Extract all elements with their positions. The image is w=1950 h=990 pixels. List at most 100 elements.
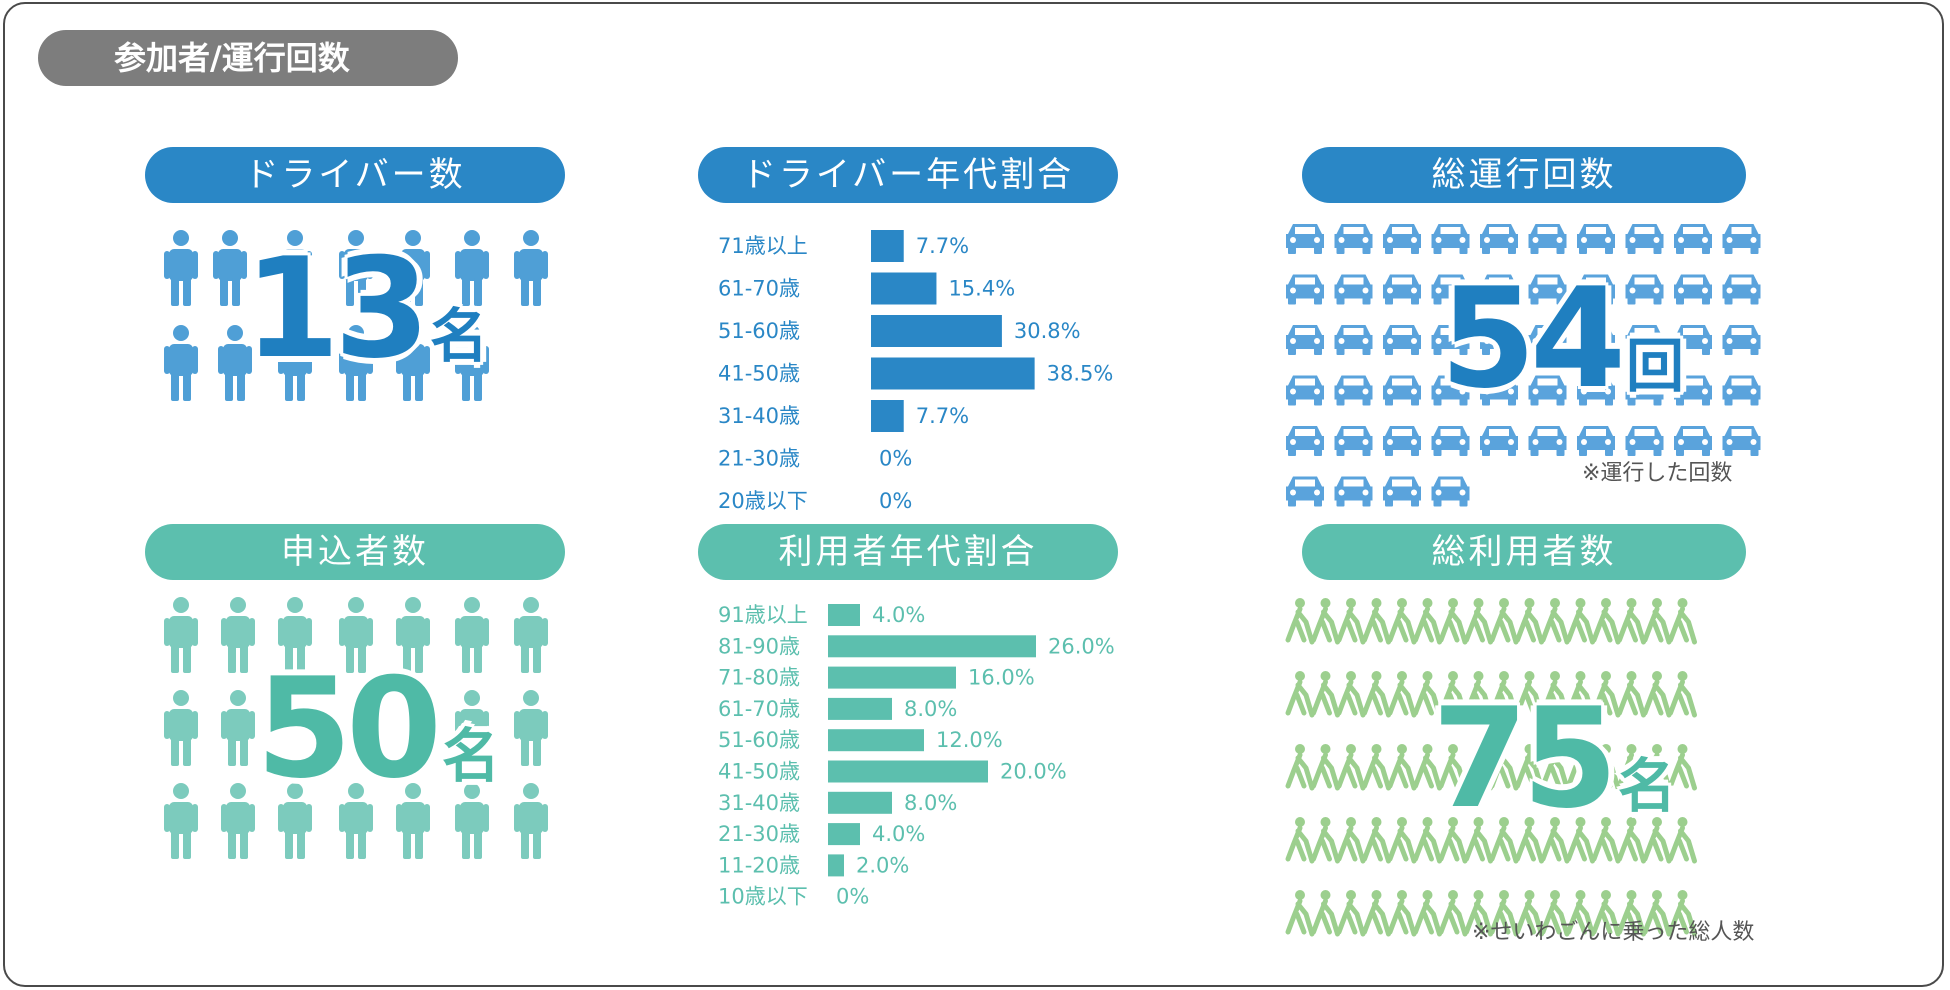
bar [828, 760, 988, 783]
person-icon [339, 325, 373, 401]
car-icon [1431, 274, 1470, 305]
pedestrian-icon [1336, 744, 1366, 791]
category-label: 41-50歳 [718, 362, 800, 386]
pedestrian-icon [1540, 744, 1570, 791]
car-icon [1577, 426, 1615, 456]
pedestrian-icon [1642, 671, 1672, 718]
value-label: 0% [879, 447, 912, 471]
car-icon [1625, 274, 1664, 305]
pedestrian-icon [1515, 744, 1544, 791]
applicants-number: 50 [256, 648, 442, 809]
car-icon [1674, 426, 1712, 456]
car-icon [1383, 274, 1421, 305]
person-icon [455, 783, 489, 859]
person-icon [278, 230, 312, 306]
pedestrian-icon [1362, 890, 1391, 937]
category-label: 21-30歳 [718, 447, 800, 471]
pedestrian-icon [1566, 817, 1595, 864]
drivers-count: 13 名 [244, 240, 488, 378]
car-icon [1528, 325, 1567, 355]
category-label: 11-20歳 [718, 853, 800, 877]
person-icon [455, 597, 489, 673]
user-age-title: 利用者年代割合 [698, 524, 1118, 580]
pedestrian-icon [1617, 817, 1646, 864]
person-icon [278, 783, 312, 859]
car-icon [1528, 224, 1567, 254]
pedestrian-icon [1668, 890, 1697, 937]
users-number: 75 [1432, 678, 1618, 839]
car-icon [1722, 224, 1761, 254]
pedestrian-icon [1668, 817, 1697, 864]
pedestrian-icon [1566, 890, 1595, 937]
car-icon [1577, 325, 1615, 355]
bar [871, 357, 1035, 390]
person-icon [278, 597, 312, 673]
pedestrian-icon [1566, 671, 1595, 718]
car-icon [1334, 375, 1373, 406]
bar [828, 729, 924, 752]
total-runs-title: 総運行回数 [1302, 147, 1746, 203]
bar [828, 854, 844, 877]
car-icon [1431, 375, 1470, 406]
total-users-title: 総利用者数 [1302, 524, 1746, 580]
car-icon [1431, 224, 1470, 254]
pedestrian-icon [1285, 890, 1315, 937]
category-label: 10歳以下 [718, 885, 808, 909]
pedestrian-icon [1387, 890, 1417, 937]
pedestrian-icon [1336, 890, 1366, 937]
value-label: 2.0% [856, 853, 909, 877]
category-label: 71-80歳 [718, 666, 800, 690]
pedestrian-icon [1362, 744, 1391, 791]
runs-unit: 回 [1626, 332, 1685, 400]
pedestrian-icon [1413, 744, 1442, 791]
applicants-count: 50 名 [256, 660, 500, 798]
car-icon [1480, 224, 1518, 254]
pedestrian-icon [1413, 890, 1442, 937]
value-label: 8.0% [904, 791, 957, 815]
person-icon [455, 325, 489, 401]
pedestrian-icon [1464, 671, 1493, 718]
pedestrian-icon [1668, 744, 1697, 791]
bar [828, 635, 1036, 658]
category-label: 21-30歳 [718, 822, 800, 846]
bar [871, 230, 904, 262]
car-icon [1577, 375, 1615, 406]
car-icon [1334, 426, 1373, 456]
bar [871, 400, 904, 432]
pedestrian-icon [1515, 890, 1544, 937]
car-icon [1286, 476, 1324, 507]
pedestrian-icon [1515, 671, 1544, 718]
car-icon [1286, 426, 1324, 456]
pedestrian-icon [1285, 817, 1315, 864]
value-label: 0% [836, 885, 869, 909]
pedestrian-icon [1311, 890, 1340, 937]
person-icon [396, 597, 430, 673]
pedestrian-icon [1387, 744, 1417, 791]
pedestrian-icon [1285, 744, 1315, 791]
car-icon [1528, 274, 1567, 305]
runs-note: ※運行した回数 [1582, 461, 1733, 486]
pedestrian-icon [1387, 671, 1417, 718]
car-icon [1334, 476, 1373, 507]
pedestrian-icon [1591, 744, 1621, 791]
person-icon [455, 230, 489, 306]
pedestrian-icon [1591, 598, 1621, 645]
car-icon [1286, 224, 1324, 254]
pedestrian-icon [1438, 890, 1468, 937]
person-icon [218, 325, 252, 401]
category-label: 91歳以上 [718, 603, 808, 627]
category-label: 51-60歳 [718, 319, 800, 343]
value-label: 4.0% [872, 822, 925, 846]
car-icon [1625, 325, 1664, 355]
pedestrian-icon [1464, 598, 1493, 645]
person-icon [514, 230, 548, 306]
person-icon [396, 230, 430, 306]
bar [871, 315, 1002, 347]
car-icon [1431, 476, 1470, 507]
car-icon [1722, 426, 1761, 456]
person-icon [339, 230, 373, 306]
car-icon [1286, 375, 1324, 406]
car-icon [1674, 325, 1712, 355]
